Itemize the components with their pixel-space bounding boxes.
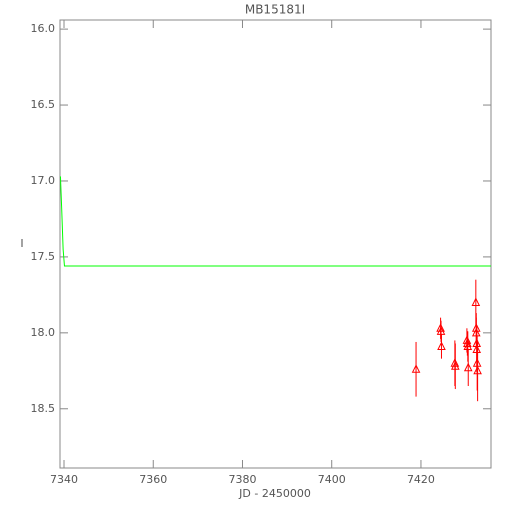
x-tick-label: 7400	[318, 473, 346, 486]
y-tick-label: 18.5	[31, 402, 56, 415]
data-point	[471, 297, 481, 306]
x-tick-label: 7380	[228, 473, 256, 486]
y-tick-label: 16.0	[31, 22, 56, 35]
y-tick-label: 16.5	[31, 98, 56, 111]
y-tick-label: 17.5	[31, 250, 56, 263]
data-point	[463, 362, 473, 372]
data-point	[411, 364, 421, 373]
x-tick-label: 7360	[139, 473, 167, 486]
plot-frame	[59, 19, 492, 469]
x-tick-label: 7340	[50, 473, 78, 486]
x-axis-label: JD - 2450000	[238, 487, 311, 500]
data-point	[436, 326, 446, 335]
data-point	[473, 365, 482, 375]
x-tick-label: 7420	[407, 473, 435, 486]
chart-title: MB15181I	[245, 3, 305, 17]
data-point	[450, 361, 460, 370]
data-point	[437, 341, 446, 351]
y-axis-label: I	[20, 237, 23, 250]
y-tick-label: 17.0	[31, 174, 56, 187]
model-line	[59, 176, 491, 267]
data-point	[463, 341, 473, 351]
y-tick-label: 18.0	[31, 326, 56, 339]
